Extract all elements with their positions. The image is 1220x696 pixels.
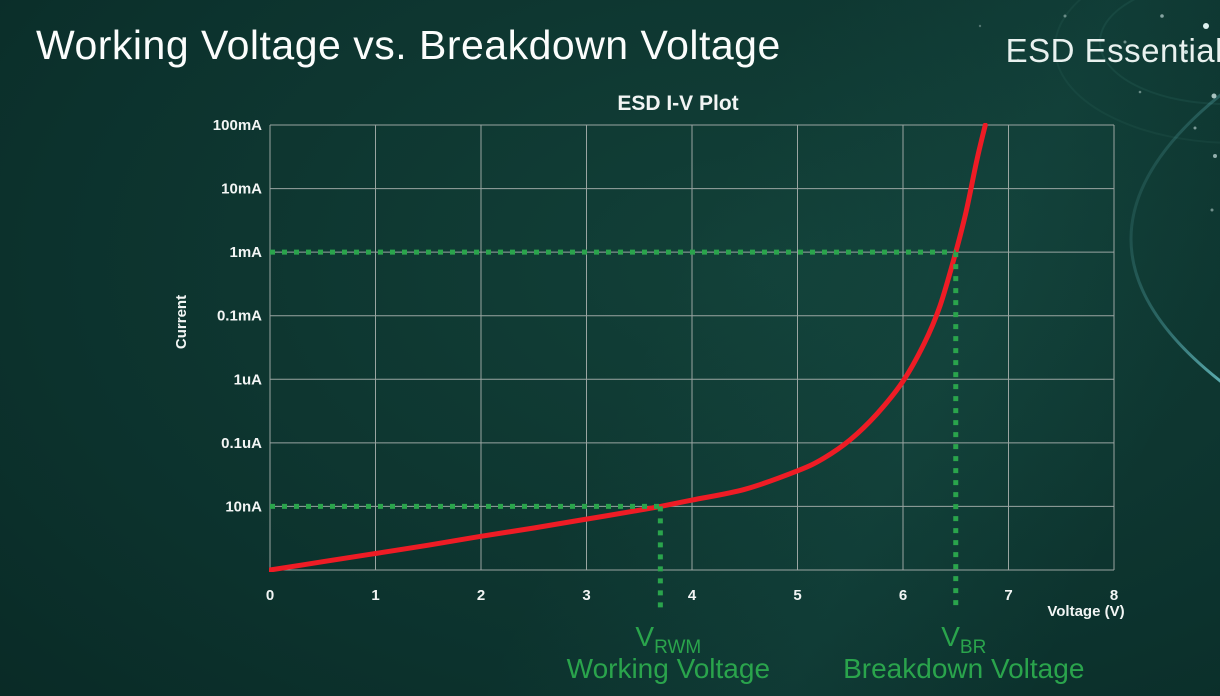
x-axis-label: Voltage (V) <box>1047 603 1124 620</box>
y-tick-label: 1uA <box>234 371 263 388</box>
light-streak <box>1129 93 1220 383</box>
chart-title: ESD I-V Plot <box>617 92 738 115</box>
y-tick-label: 0.1uA <box>221 435 262 452</box>
working-voltage-label: Working Voltage <box>567 653 770 684</box>
iv-curve <box>269 123 988 572</box>
x-tick-label: 6 <box>899 587 907 604</box>
swirl-arcs <box>1054 0 1220 144</box>
sparkle-dots <box>978 14 1217 212</box>
breakdown-voltage-symbol: VBR <box>941 621 986 658</box>
x-tick-label: 0 <box>266 587 274 604</box>
x-tick-label: 5 <box>793 587 801 604</box>
y-tick-label: 10nA <box>225 498 262 515</box>
x-tick-label: 1 <box>371 587 379 604</box>
working-voltage-symbol: VRWM <box>635 621 701 658</box>
y-tick-label: 1mA <box>229 244 262 261</box>
x-tick-label: 7 <box>1004 587 1012 604</box>
y-tick-label: 10mA <box>221 181 262 198</box>
x-tick-label: 2 <box>477 587 485 604</box>
grid <box>269 124 1115 571</box>
y-tick-label: 100mA <box>213 117 262 134</box>
x-tick-label: 8 <box>1110 587 1118 604</box>
y-axis-label: Current <box>173 295 190 349</box>
breakdown-voltage-label: Breakdown Voltage <box>843 653 1084 684</box>
brand-text: ESD Essentials <box>1005 32 1220 69</box>
x-tick-label: 3 <box>582 587 590 604</box>
x-tick-label: 4 <box>688 587 697 604</box>
slide-title: Working Voltage vs. Breakdown Voltage <box>36 22 781 68</box>
y-tick-label: 0.1mA <box>217 308 262 325</box>
